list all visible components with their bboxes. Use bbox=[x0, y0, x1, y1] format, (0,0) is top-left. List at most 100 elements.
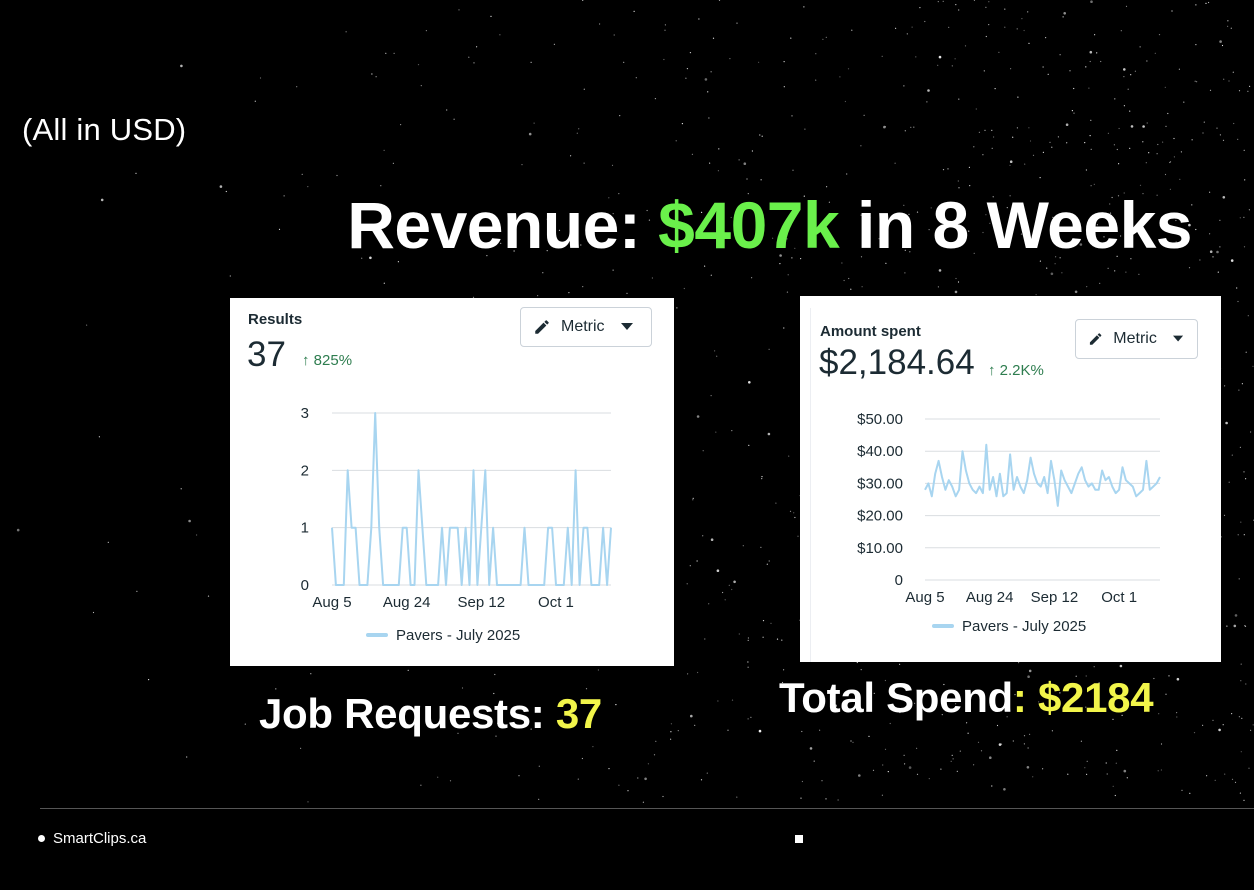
star-dot bbox=[989, 756, 992, 759]
star-dot bbox=[301, 173, 303, 175]
star-dot bbox=[627, 790, 629, 792]
star-dot bbox=[1219, 246, 1221, 248]
star-dot bbox=[597, 669, 600, 671]
star-dot bbox=[1250, 431, 1252, 433]
star-dot bbox=[568, 292, 570, 294]
star-dot bbox=[1010, 68, 1012, 70]
star-dot bbox=[1234, 614, 1238, 617]
star-dot bbox=[1059, 692, 1061, 694]
star-dot bbox=[476, 46, 478, 48]
y-tick-label: $20.00 bbox=[857, 508, 903, 525]
star-dot bbox=[1243, 799, 1245, 801]
star-dot bbox=[1061, 272, 1063, 274]
star-dot bbox=[927, 89, 930, 92]
star-dot bbox=[1018, 662, 1020, 664]
star-dot bbox=[647, 763, 650, 765]
star-dot bbox=[694, 724, 696, 727]
star-dot bbox=[1021, 18, 1023, 20]
amount-spent-metric-button[interactable]: Metric bbox=[1075, 319, 1198, 359]
star-dot bbox=[135, 172, 137, 174]
star-dot bbox=[736, 22, 738, 24]
star-dot bbox=[585, 688, 588, 690]
star-dot bbox=[1125, 271, 1127, 273]
star-dot bbox=[1151, 244, 1153, 246]
star-dot bbox=[1247, 315, 1249, 317]
star-dot bbox=[1209, 191, 1211, 193]
star-dot bbox=[1202, 132, 1204, 134]
star-dot bbox=[1023, 743, 1025, 745]
star-dot bbox=[1156, 153, 1158, 155]
star-dot bbox=[904, 706, 907, 708]
star-dot bbox=[982, 231, 984, 234]
star-dot bbox=[938, 269, 942, 272]
star-dot bbox=[1169, 161, 1171, 164]
star-dot bbox=[1238, 389, 1240, 391]
star-dot bbox=[662, 795, 664, 798]
star-dot bbox=[1209, 89, 1212, 91]
star-dot bbox=[546, 218, 548, 220]
star-dot bbox=[576, 132, 578, 134]
star-dot bbox=[1245, 351, 1247, 353]
star-dot bbox=[776, 638, 779, 640]
star-dot bbox=[696, 560, 698, 562]
star-dot bbox=[1114, 794, 1116, 797]
star-dot bbox=[747, 637, 750, 639]
star-dot bbox=[499, 34, 501, 36]
star-dot bbox=[677, 730, 679, 732]
star-dot bbox=[951, 754, 953, 757]
star-dot bbox=[1171, 10, 1173, 12]
star-dot bbox=[861, 286, 863, 288]
amount-spent-title: Amount spent bbox=[820, 323, 921, 340]
star-dot bbox=[942, 0, 944, 2]
star-dot bbox=[1023, 29, 1025, 32]
star-dot bbox=[521, 164, 523, 166]
star-dot bbox=[1067, 773, 1069, 775]
star-dot bbox=[800, 797, 802, 799]
star-dot bbox=[1028, 669, 1032, 673]
x-tick-label: Aug 24 bbox=[383, 594, 431, 611]
star-dot bbox=[966, 722, 968, 724]
star-dot bbox=[797, 535, 799, 537]
star-dot bbox=[1247, 90, 1249, 92]
star-dot bbox=[1228, 481, 1230, 483]
star-dot bbox=[683, 287, 685, 290]
results-line-chart: 0 1 2 3 Aug 5 Aug 24 Sep 12 Oct 1 Pavers - July … bbox=[301, 405, 612, 644]
footer-brand[interactable]: SmartClips.ca bbox=[38, 830, 146, 847]
star-dot bbox=[1051, 730, 1053, 732]
star-dot bbox=[642, 801, 645, 803]
star-dot bbox=[731, 430, 733, 432]
star-dot bbox=[1112, 718, 1114, 721]
star-dot bbox=[1123, 105, 1125, 107]
star-dot bbox=[1212, 719, 1214, 722]
star-dot bbox=[1094, 34, 1096, 36]
star-dot bbox=[1238, 716, 1240, 718]
star-dot bbox=[468, 56, 470, 58]
star-dot bbox=[1238, 578, 1240, 580]
star-dot bbox=[1142, 193, 1144, 195]
star-dot bbox=[975, 108, 977, 110]
star-dot bbox=[955, 277, 957, 280]
star-dot bbox=[1115, 762, 1117, 764]
star-dot bbox=[590, 217, 592, 219]
star-dot bbox=[1012, 136, 1014, 138]
results-metric-button[interactable]: Metric bbox=[520, 307, 652, 347]
star-dot bbox=[914, 702, 916, 704]
star-dot bbox=[420, 784, 422, 786]
star-dot bbox=[655, 740, 657, 742]
star-dot bbox=[1004, 8, 1006, 10]
star-dot bbox=[1169, 161, 1172, 163]
star-dot bbox=[107, 541, 109, 543]
star-dot bbox=[453, 118, 455, 120]
star-dot bbox=[1039, 177, 1041, 179]
star-dot bbox=[742, 545, 744, 547]
star-dot bbox=[1181, 789, 1183, 792]
star-dot bbox=[1086, 773, 1088, 776]
star-dot bbox=[681, 123, 684, 125]
star-dot bbox=[207, 595, 210, 597]
star-dot bbox=[895, 27, 897, 29]
star-dot bbox=[815, 53, 817, 55]
star-dot bbox=[1176, 716, 1178, 718]
star-dot bbox=[710, 395, 712, 397]
star-dot bbox=[916, 211, 919, 213]
star-dot bbox=[1130, 74, 1132, 76]
